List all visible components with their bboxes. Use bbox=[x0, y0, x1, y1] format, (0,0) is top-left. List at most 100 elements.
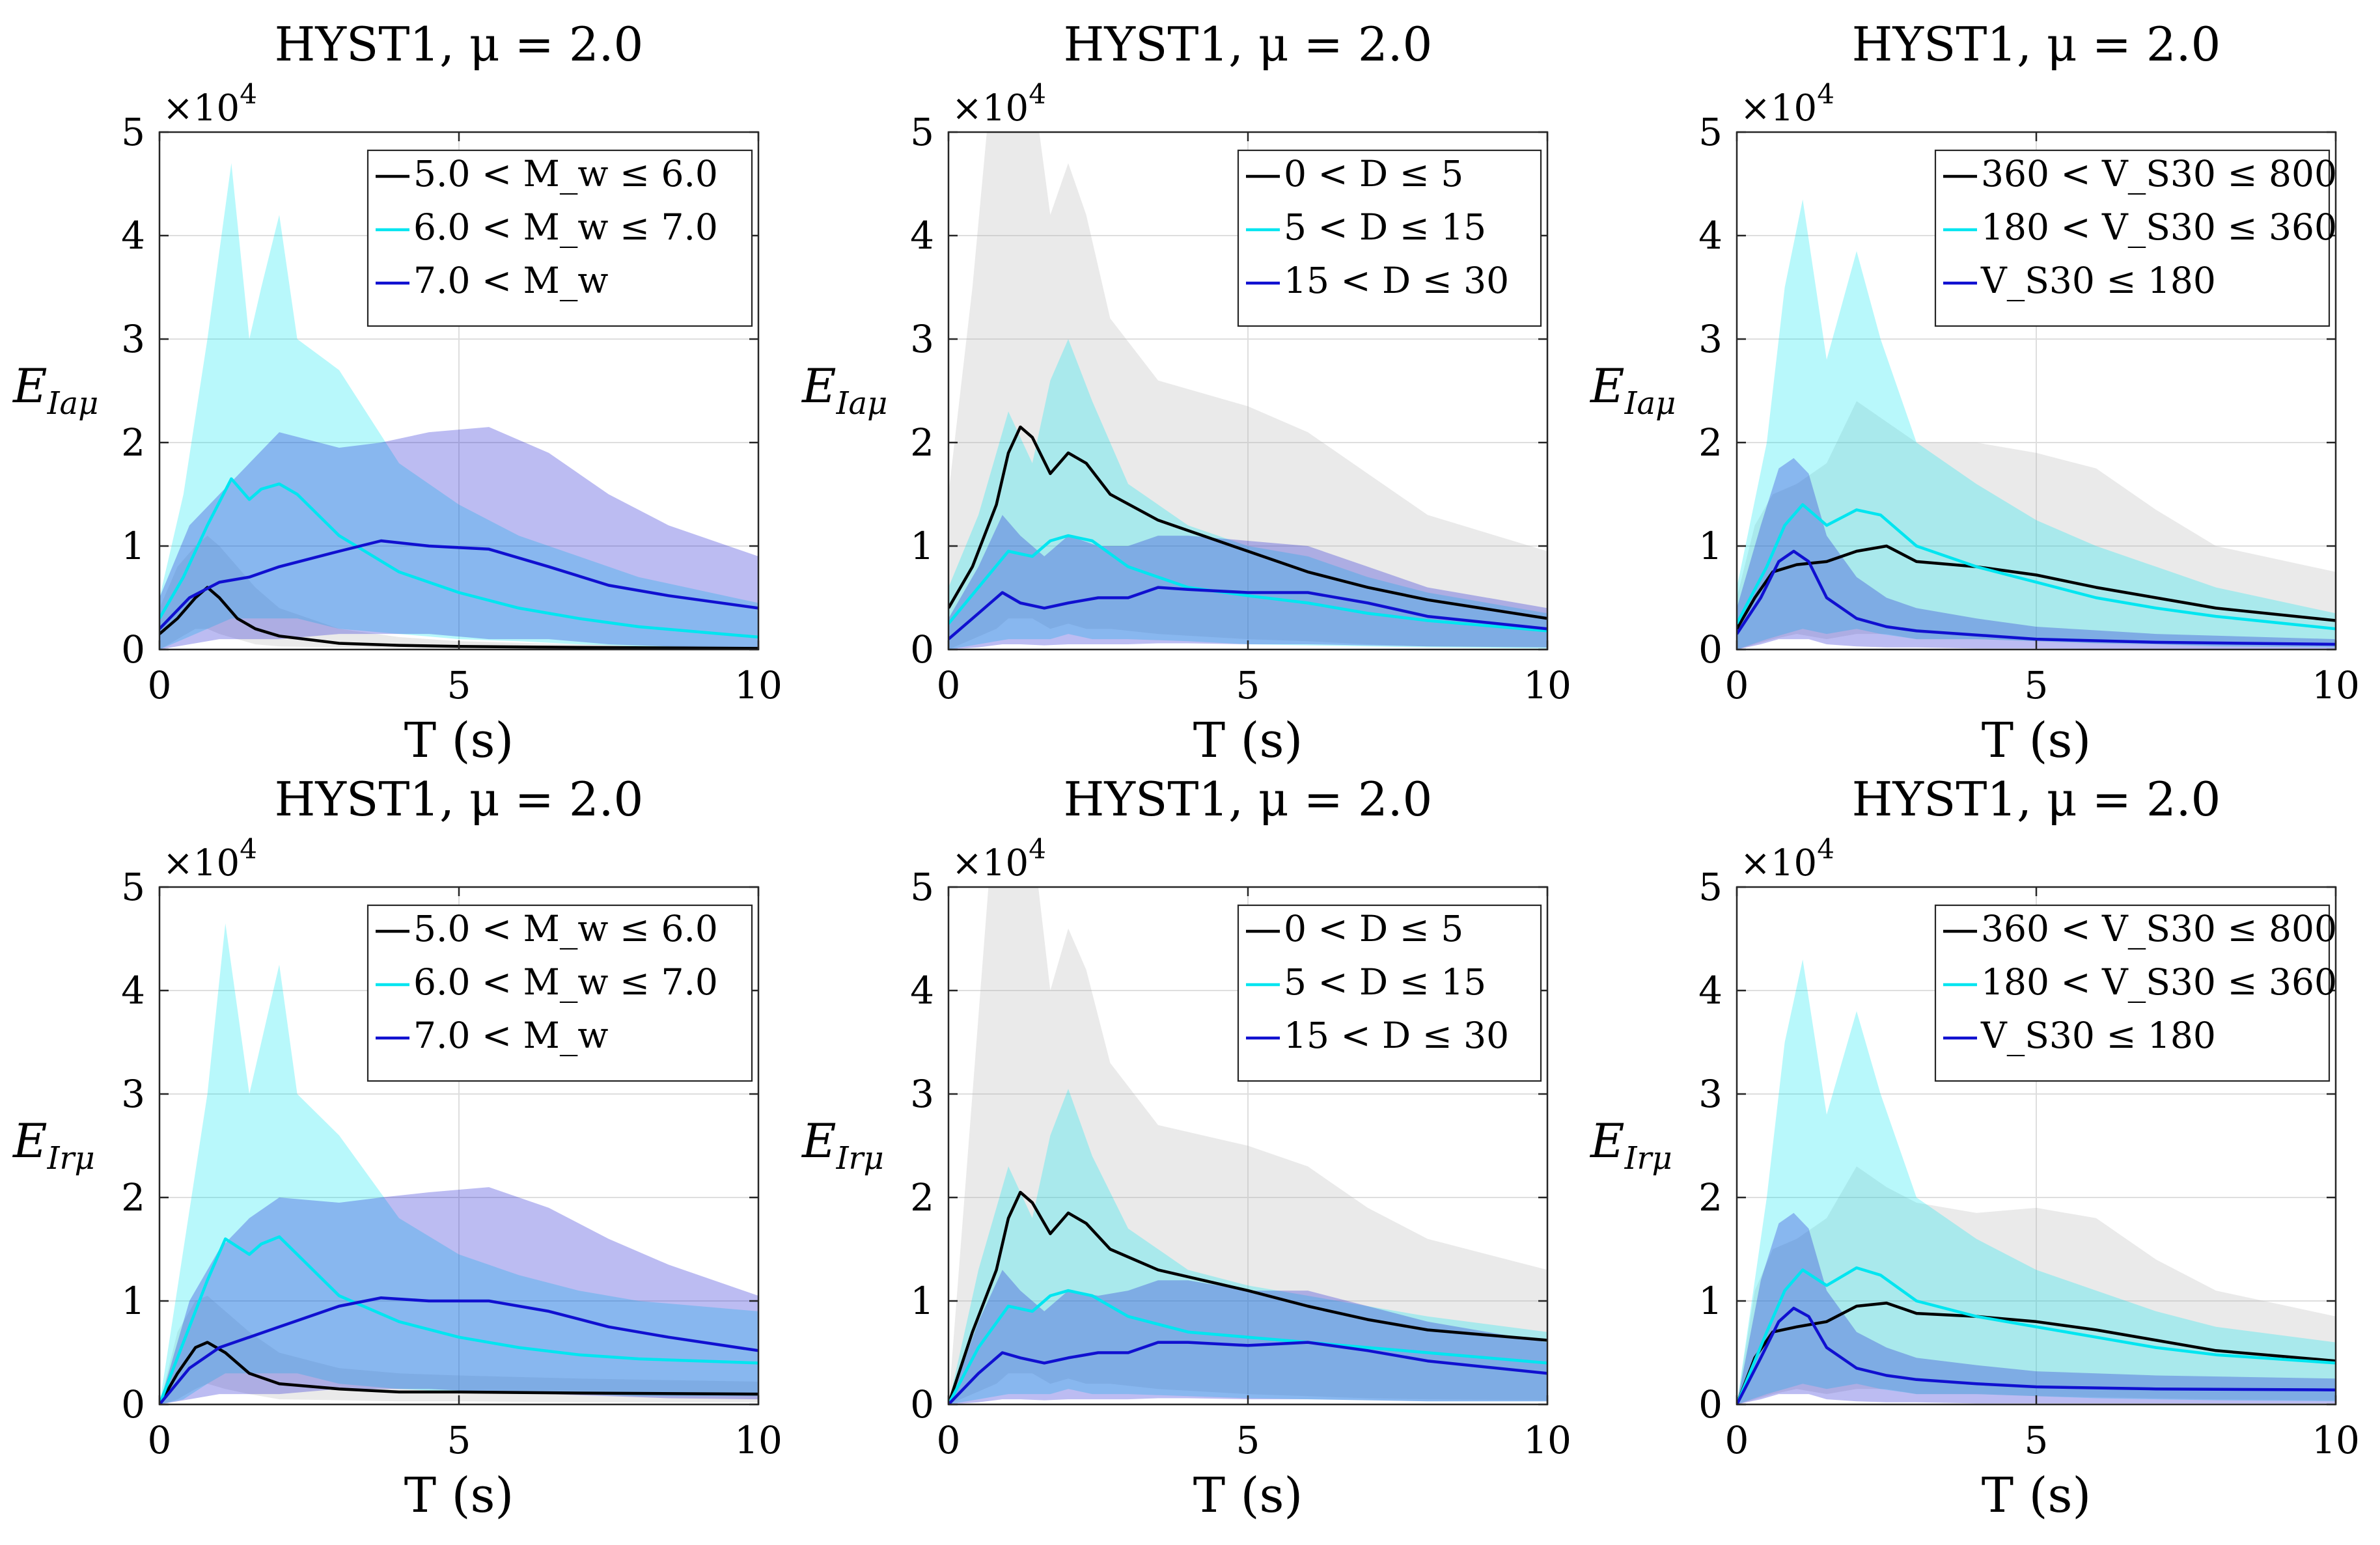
line-series-3 bbox=[159, 1296, 758, 1404]
y-multiplier: ×104 bbox=[952, 833, 1046, 884]
multiplier-base: ×10 bbox=[952, 842, 1029, 884]
y-axis-label: EIaμ bbox=[1589, 359, 1676, 422]
band-series-2 bbox=[159, 163, 758, 649]
series-lines bbox=[1737, 503, 2336, 646]
multiplier-exponent: 4 bbox=[1817, 833, 1834, 865]
band-series-3 bbox=[1737, 1212, 2336, 1404]
x-tick-label: 10 bbox=[2312, 1418, 2360, 1462]
x-tick-label: 10 bbox=[1523, 663, 1571, 707]
y-multiplier: ×104 bbox=[952, 78, 1046, 130]
x-tick-label: 0 bbox=[148, 1418, 172, 1462]
y-axis-label: EIaμ bbox=[801, 359, 887, 422]
multiplier-exponent: 4 bbox=[1029, 833, 1046, 865]
band-series-3 bbox=[1737, 458, 2336, 649]
legend-label: 15 < D ≤ 30 bbox=[1284, 1015, 1509, 1056]
band-series-1 bbox=[159, 1296, 758, 1404]
legend-label: 360 < V_S30 ≤ 800 bbox=[1981, 908, 2337, 950]
series-lines bbox=[159, 1235, 758, 1404]
y-axis-label: EIaμ bbox=[12, 359, 98, 422]
line-series-1 bbox=[948, 1190, 1547, 1404]
y-label-subscript: Iaμ bbox=[836, 385, 888, 422]
band-series-2 bbox=[948, 339, 1547, 649]
y-label-main: E bbox=[1589, 359, 1625, 413]
line-series-2 bbox=[159, 1235, 758, 1404]
y-tick-label: 4 bbox=[910, 213, 934, 258]
x-axis-label: T (s) bbox=[1982, 1468, 2092, 1524]
y-multiplier: ×104 bbox=[163, 78, 257, 130]
legend: 0 < D ≤ 5 5 < D ≤ 15 15 < D ≤ 30 bbox=[1237, 149, 1542, 327]
x-tick-label: 5 bbox=[447, 663, 471, 707]
y-tick-label: 2 bbox=[910, 420, 934, 465]
y-label-main: E bbox=[801, 1114, 837, 1168]
legend-label: 180 < V_S30 ≤ 360 bbox=[1981, 961, 2337, 1003]
y-axis-label: EIrμ bbox=[12, 1114, 95, 1177]
x-tick-label: 10 bbox=[1523, 1418, 1571, 1462]
line-series-1 bbox=[1737, 544, 2336, 630]
y-tick-label: 5 bbox=[121, 865, 145, 909]
subplot-title: HYST1, μ = 2.0 bbox=[275, 772, 644, 827]
x-tick-label: 5 bbox=[1236, 663, 1260, 707]
legend-box bbox=[367, 149, 753, 327]
legend-label: V_S30 ≤ 180 bbox=[1980, 260, 2216, 301]
y-tick-label: 3 bbox=[121, 317, 145, 361]
x-tick-label: 5 bbox=[2025, 663, 2049, 707]
line-series-3 bbox=[948, 1341, 1547, 1404]
band-series-2 bbox=[159, 923, 758, 1404]
multiplier-base: ×10 bbox=[163, 842, 240, 884]
legend-label: 5.0 < M_w ≤ 6.0 bbox=[413, 908, 718, 950]
band-series-1 bbox=[948, 132, 1547, 649]
y-tick-label: 3 bbox=[1698, 1072, 1723, 1116]
line-series-3 bbox=[1737, 1306, 2336, 1404]
legend-box bbox=[367, 904, 753, 1082]
x-axis-label: T (s) bbox=[404, 1468, 514, 1524]
legend-label: 5 < D ≤ 15 bbox=[1284, 206, 1486, 248]
subplot-title: HYST1, μ = 2.0 bbox=[1064, 772, 1433, 827]
y-tick-label: 5 bbox=[1698, 865, 1723, 909]
y-tick-label: 5 bbox=[1698, 110, 1723, 154]
y-tick-label: 5 bbox=[910, 865, 934, 909]
y-multiplier: ×104 bbox=[163, 833, 257, 884]
x-tick-label: 0 bbox=[937, 1418, 961, 1462]
y-tick-label: 0 bbox=[121, 627, 145, 672]
y-tick-label: 0 bbox=[1698, 627, 1723, 672]
x-tick-label: 5 bbox=[1236, 1418, 1260, 1462]
band-series-2 bbox=[1737, 959, 2336, 1404]
multiplier-exponent: 4 bbox=[240, 78, 257, 110]
y-tick-label: 1 bbox=[1698, 1279, 1723, 1323]
band-series-3 bbox=[159, 1187, 758, 1404]
legend: 0 < D ≤ 5 5 < D ≤ 15 15 < D ≤ 30 bbox=[1237, 904, 1542, 1082]
y-tick-label: 4 bbox=[910, 968, 934, 1013]
bands bbox=[159, 923, 758, 1404]
band-series-1 bbox=[1737, 401, 2336, 649]
y-tick-label: 2 bbox=[910, 1175, 934, 1220]
line-series-2 bbox=[1737, 503, 2336, 631]
x-axis-label: T (s) bbox=[404, 713, 514, 769]
band-series-1 bbox=[948, 887, 1547, 1404]
legend-box bbox=[1237, 904, 1542, 1082]
y-label-main: E bbox=[12, 359, 48, 413]
y-label-subscript: Iaμ bbox=[1624, 385, 1676, 422]
y-tick-label: 0 bbox=[121, 1382, 145, 1427]
legend-label: 5 < D ≤ 15 bbox=[1284, 961, 1486, 1003]
subplot-title: HYST1, μ = 2.0 bbox=[1852, 17, 2221, 72]
series-lines bbox=[948, 425, 1547, 640]
legend-label: 6.0 < M_w ≤ 7.0 bbox=[413, 206, 718, 248]
ticks: 0 5 10 0 1 2 3 4 5 bbox=[1698, 110, 2360, 707]
y-axis-label: EIrμ bbox=[1589, 1114, 1672, 1177]
series-lines bbox=[1737, 1266, 2336, 1404]
legend-label: 6.0 < M_w ≤ 7.0 bbox=[413, 961, 718, 1003]
band-series-2 bbox=[1737, 199, 2336, 649]
legend-label: 7.0 < M_w bbox=[413, 1015, 608, 1056]
y-tick-label: 3 bbox=[910, 1072, 934, 1116]
x-tick-label: 10 bbox=[2312, 663, 2360, 707]
legend-label: 15 < D ≤ 30 bbox=[1284, 260, 1509, 301]
bands bbox=[1737, 199, 2336, 649]
y-tick-label: 0 bbox=[1698, 1382, 1723, 1427]
line-series-1 bbox=[948, 425, 1547, 620]
